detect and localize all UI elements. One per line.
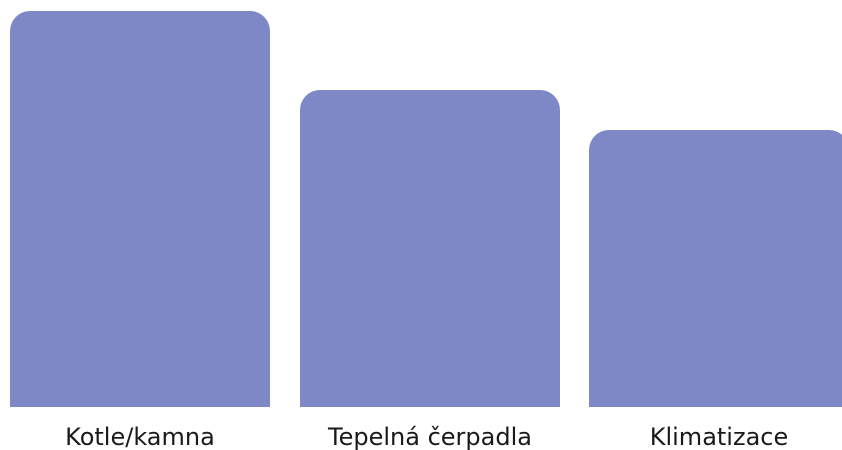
label-tepelna-cerpadla[interactable]: Tepelná čerpadla bbox=[328, 423, 532, 450]
label-kotle-kamna[interactable]: Kotle/kamna bbox=[65, 423, 215, 450]
bar-tepelna-cerpadla[interactable] bbox=[300, 90, 560, 407]
bar-kotle-kamna[interactable] bbox=[10, 11, 270, 407]
bar-klimatizace[interactable] bbox=[589, 130, 842, 407]
label-klimatizace[interactable]: Klimatizace bbox=[649, 423, 789, 450]
